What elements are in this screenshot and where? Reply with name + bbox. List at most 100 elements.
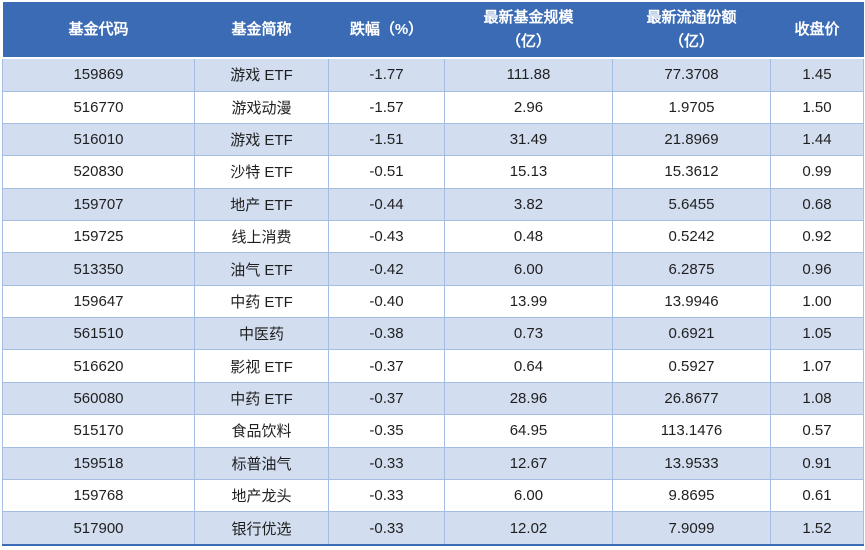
header-row: 基金代码 基金简称 跌幅（%） 最新基金规模 （亿） 最新流通份额 （亿） 收盘价 [2, 2, 864, 59]
cell-float-shares-yi: 5.6455 [612, 187, 771, 222]
cell-drop-pct: -0.33 [328, 511, 445, 546]
cell-float-shares-yi: 113.1476 [612, 414, 771, 448]
cell-name: 游戏 ETF [194, 122, 329, 157]
cell-close-price: 1.05 [770, 317, 864, 351]
cell-name: 中药 ETF [194, 381, 329, 416]
cell-close-price: 0.68 [770, 187, 864, 222]
cell-close-price: 1.45 [770, 57, 864, 92]
cell-name: 地产龙头 [194, 478, 329, 513]
cell-name: 标普油气 [194, 446, 329, 480]
cell-close-price: 1.00 [770, 284, 864, 319]
table-row: 513350 油气 ETF -0.42 6.00 6.2875 0.96 [2, 252, 864, 286]
cell-close-price: 0.96 [770, 252, 864, 286]
cell-code: 516620 [2, 349, 195, 383]
cell-name: 油气 ETF [194, 252, 329, 286]
cell-drop-pct: -0.35 [328, 414, 445, 448]
cell-code: 560080 [2, 381, 195, 416]
cell-code: 159869 [2, 57, 195, 92]
cell-code: 520830 [2, 155, 195, 189]
cell-drop-pct: -1.77 [328, 57, 445, 92]
cell-name: 影视 ETF [194, 349, 329, 383]
column-header-name: 基金简称 [194, 2, 329, 59]
cell-name: 中药 ETF [194, 284, 329, 319]
cell-drop-pct: -1.51 [328, 122, 445, 157]
cell-drop-pct: -0.40 [328, 284, 445, 319]
cell-drop-pct: -0.42 [328, 252, 445, 286]
cell-close-price: 0.99 [770, 155, 864, 189]
table-header-row: 基金代码 基金简称 跌幅（%） 最新基金规模 （亿） 最新流通份额 （亿） 收盘价 [2, 2, 864, 59]
cell-float-shares-yi: 9.8695 [612, 478, 771, 513]
cell-drop-pct: -0.33 [328, 446, 445, 480]
cell-name: 游戏 ETF [194, 57, 329, 92]
cell-fund-size-yi: 28.96 [444, 381, 613, 416]
cell-fund-size-yi: 31.49 [444, 122, 613, 157]
cell-close-price: 0.91 [770, 446, 864, 480]
column-header-close-price: 收盘价 [770, 2, 864, 59]
cell-close-price: 0.57 [770, 414, 864, 448]
cell-name: 线上消费 [194, 220, 329, 254]
cell-fund-size-yi: 6.00 [444, 252, 613, 286]
cell-code: 517900 [2, 511, 195, 546]
cell-drop-pct: -0.43 [328, 220, 445, 254]
table-body: 159869 游戏 ETF -1.77 111.88 77.3708 1.45 516770… [2, 57, 864, 546]
cell-fund-size-yi: 111.88 [444, 57, 613, 92]
table-row: 159869 游戏 ETF -1.77 111.88 77.3708 1.45 [2, 57, 864, 92]
table-row: 516620 影视 ETF -0.37 0.64 0.5927 1.07 [2, 349, 864, 383]
table-row: 159647 中药 ETF -0.40 13.99 13.9946 1.00 [2, 284, 864, 319]
cell-code: 513350 [2, 252, 195, 286]
table-row: 516770 游戏动漫 -1.57 2.96 1.9705 1.50 [2, 90, 864, 124]
cell-fund-size-yi: 12.67 [444, 446, 613, 480]
cell-float-shares-yi: 15.3612 [612, 155, 771, 189]
cell-name: 食品饮料 [194, 414, 329, 448]
cell-float-shares-yi: 0.6921 [612, 317, 771, 351]
cell-float-shares-yi: 0.5927 [612, 349, 771, 383]
cell-close-price: 0.92 [770, 220, 864, 254]
cell-float-shares-yi: 7.9099 [612, 511, 771, 546]
table-row: 159768 地产龙头 -0.33 6.00 9.8695 0.61 [2, 478, 864, 513]
cell-code: 516010 [2, 122, 195, 157]
cell-code: 515170 [2, 414, 195, 448]
cell-close-price: 1.07 [770, 349, 864, 383]
cell-float-shares-yi: 13.9946 [612, 284, 771, 319]
table-row: 515170 食品饮料 -0.35 64.95 113.1476 0.57 [2, 414, 864, 448]
cell-fund-size-yi: 64.95 [444, 414, 613, 448]
table-row: 520830 沙特 ETF -0.51 15.13 15.3612 0.99 [2, 155, 864, 189]
cell-drop-pct: -0.37 [328, 381, 445, 416]
cell-close-price: 1.44 [770, 122, 864, 157]
cell-code: 159707 [2, 187, 195, 222]
column-header-drop-pct: 跌幅（%） [328, 2, 445, 59]
cell-fund-size-yi: 0.73 [444, 317, 613, 351]
cell-fund-size-yi: 12.02 [444, 511, 613, 546]
cell-code: 561510 [2, 317, 195, 351]
cell-name: 地产 ETF [194, 187, 329, 222]
cell-code: 159768 [2, 478, 195, 513]
cell-name: 银行优选 [194, 511, 329, 546]
cell-fund-size-yi: 6.00 [444, 478, 613, 513]
table-row: 159725 线上消费 -0.43 0.48 0.5242 0.92 [2, 220, 864, 254]
column-header-code: 基金代码 [2, 2, 195, 59]
cell-code: 516770 [2, 90, 195, 124]
cell-float-shares-yi: 13.9533 [612, 446, 771, 480]
cell-drop-pct: -0.44 [328, 187, 445, 222]
cell-float-shares-yi: 1.9705 [612, 90, 771, 124]
column-header-fund-size: 最新基金规模 （亿） [444, 2, 613, 59]
cell-drop-pct: -0.38 [328, 317, 445, 351]
cell-fund-size-yi: 0.48 [444, 220, 613, 254]
cell-float-shares-yi: 6.2875 [612, 252, 771, 286]
column-header-float-shares: 最新流通份额 （亿） [612, 2, 771, 59]
cell-float-shares-yi: 21.8969 [612, 122, 771, 157]
cell-close-price: 1.52 [770, 511, 864, 546]
cell-name: 游戏动漫 [194, 90, 329, 124]
cell-close-price: 0.61 [770, 478, 864, 513]
table-row: 560080 中药 ETF -0.37 28.96 26.8677 1.08 [2, 381, 864, 416]
table-row: 516010 游戏 ETF -1.51 31.49 21.8969 1.44 [2, 122, 864, 157]
table-row: 561510 中医药 -0.38 0.73 0.6921 1.05 [2, 317, 864, 351]
cell-code: 159725 [2, 220, 195, 254]
table-row: 517900 银行优选 -0.33 12.02 7.9099 1.52 [2, 511, 864, 546]
cell-fund-size-yi: 0.64 [444, 349, 613, 383]
cell-close-price: 1.08 [770, 381, 864, 416]
table-row: 159707 地产 ETF -0.44 3.82 5.6455 0.68 [2, 187, 864, 222]
cell-code: 159647 [2, 284, 195, 319]
cell-drop-pct: -0.37 [328, 349, 445, 383]
